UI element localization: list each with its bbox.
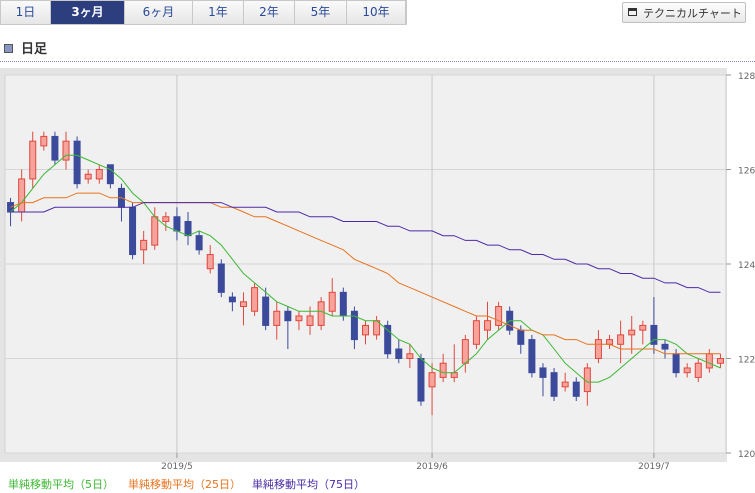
candle-body bbox=[262, 296, 270, 326]
candle-body bbox=[705, 353, 713, 369]
candle-body bbox=[117, 187, 125, 208]
period-tab[interactable]: 1年 bbox=[193, 1, 244, 24]
section-title: 日足 bbox=[21, 42, 48, 57]
section-icon bbox=[4, 44, 13, 53]
moving-average-line bbox=[10, 154, 721, 383]
candle-body bbox=[350, 310, 358, 341]
candle-body bbox=[716, 358, 724, 364]
period-tab[interactable]: 2年 bbox=[244, 1, 295, 24]
legend-entry: 単純移動平均（5日） bbox=[8, 477, 114, 491]
candle-body bbox=[317, 301, 325, 326]
period-tab[interactable]: 5年 bbox=[295, 1, 347, 24]
candle-body bbox=[539, 367, 547, 378]
candle-body bbox=[284, 310, 292, 322]
candle-body bbox=[506, 310, 514, 331]
candle-body bbox=[583, 367, 591, 393]
candle-body bbox=[639, 324, 647, 331]
candle-body bbox=[362, 324, 369, 336]
candle-body bbox=[484, 320, 492, 331]
candle-body bbox=[395, 348, 403, 359]
candle-body bbox=[495, 306, 503, 326]
button-label[interactable]: テクニカルチャート bbox=[643, 7, 742, 20]
section-header: 日足 bbox=[4, 38, 47, 57]
candle-body bbox=[517, 329, 525, 345]
y-tick-label: 126 bbox=[738, 167, 755, 177]
candle-body bbox=[650, 324, 658, 345]
candle-body bbox=[683, 367, 691, 374]
candle-body bbox=[40, 135, 48, 147]
plot-area bbox=[4, 74, 727, 454]
candle-body bbox=[572, 381, 580, 397]
candle-body bbox=[306, 315, 314, 326]
candle-body bbox=[561, 381, 569, 388]
candle-body bbox=[661, 343, 669, 350]
candle-body bbox=[273, 310, 281, 326]
candle-body bbox=[439, 362, 447, 378]
legend-entry: 単純移動平均（75日） bbox=[252, 477, 365, 491]
candle-body bbox=[95, 169, 103, 180]
dotted-rule bbox=[0, 61, 755, 62]
technical-chart-button[interactable]: テクニカルチャート bbox=[622, 2, 746, 23]
candle-body bbox=[373, 320, 381, 336]
y-tick-label: 120 bbox=[738, 450, 755, 460]
candle-body bbox=[239, 301, 247, 308]
candle-body bbox=[251, 287, 259, 312]
candle-body bbox=[84, 173, 92, 180]
candle-body bbox=[606, 339, 614, 345]
candle-body bbox=[528, 339, 536, 374]
candle-body bbox=[450, 372, 458, 378]
candle-body bbox=[129, 206, 137, 256]
candle-body bbox=[228, 296, 236, 303]
candle-body bbox=[339, 291, 347, 317]
chart-frame bbox=[0, 68, 727, 462]
x-tick-label: 2019/7 bbox=[638, 462, 670, 472]
candle-body bbox=[428, 372, 436, 388]
legend-entry: 単純移動平均（25日） bbox=[128, 477, 241, 491]
period-tab[interactable]: 3ヶ月 bbox=[51, 1, 125, 24]
candle-body bbox=[461, 339, 469, 364]
candle-body bbox=[694, 362, 702, 378]
y-tick-label: 122 bbox=[738, 356, 755, 366]
period-tab[interactable]: 1日 bbox=[1, 1, 51, 24]
candle-body bbox=[7, 202, 15, 213]
candle-body bbox=[29, 140, 37, 180]
candle-body bbox=[472, 320, 480, 345]
candle-body bbox=[195, 235, 203, 251]
candle-body bbox=[328, 291, 336, 312]
candle-body bbox=[295, 315, 303, 322]
candle-body bbox=[672, 353, 680, 374]
candle-body bbox=[162, 216, 170, 222]
y-tick-label: 124 bbox=[738, 261, 755, 271]
candle-body bbox=[173, 216, 181, 232]
candle-body bbox=[140, 239, 148, 251]
candle-body bbox=[384, 324, 392, 355]
candle-body bbox=[550, 372, 558, 397]
candle-body bbox=[628, 329, 636, 336]
y-tick-label: 128 bbox=[738, 72, 755, 82]
candle-body bbox=[206, 254, 214, 270]
candle-body bbox=[18, 178, 26, 213]
period-tab[interactable]: 10年 bbox=[347, 1, 406, 24]
candle-body bbox=[106, 164, 114, 185]
candle-body bbox=[594, 339, 602, 360]
period-tabs: 1日 3ヶ月 6ヶ月 1年 2年 5年 10年 bbox=[0, 0, 407, 25]
candle-body bbox=[406, 353, 414, 359]
moving-average-line bbox=[10, 192, 721, 355]
candle-body bbox=[184, 220, 192, 237]
candle-body bbox=[62, 140, 70, 161]
x-tick-label: 2019/6 bbox=[416, 462, 448, 472]
window-icon bbox=[628, 8, 637, 16]
candle-body bbox=[51, 135, 59, 161]
moving-average-line bbox=[10, 202, 721, 293]
candle-body bbox=[151, 216, 159, 246]
candle-body bbox=[73, 140, 81, 185]
x-tick-label: 2019/5 bbox=[161, 462, 193, 472]
candle-body bbox=[617, 334, 625, 345]
candle-body bbox=[217, 263, 225, 293]
candle-body bbox=[417, 358, 425, 402]
period-tab[interactable]: 6ヶ月 bbox=[125, 1, 193, 24]
